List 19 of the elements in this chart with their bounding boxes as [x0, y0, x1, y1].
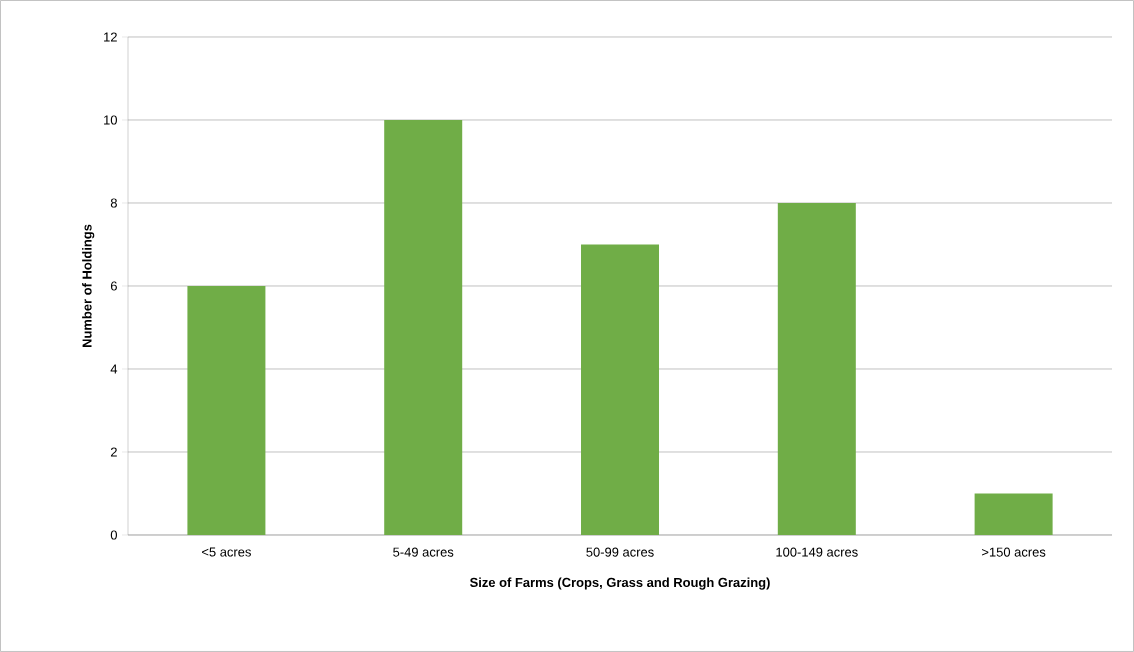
- x-tick-label: 50-99 acres: [586, 547, 654, 557]
- x-tick-label: >150 acres: [982, 547, 1046, 557]
- x-tick-label: 5-49 acres: [393, 547, 454, 557]
- x-axis-title: Size of Farms (Crops, Grass and Rough Grazing): [469, 577, 770, 590]
- x-tick-label: 100-149 acres: [776, 547, 858, 557]
- y-tick-label: 6: [110, 281, 117, 291]
- y-tick-label: 0: [110, 530, 117, 540]
- bar: [581, 244, 660, 535]
- y-tick-label: 12: [104, 32, 117, 42]
- y-tick-label: 4: [110, 364, 118, 374]
- y-axis-title: Number of Holdings: [82, 224, 95, 347]
- y-tick-label: 2: [110, 447, 117, 457]
- bar: [384, 119, 463, 535]
- x-tick-label: <5 acres: [202, 547, 251, 557]
- y-tick-label: 8: [110, 198, 117, 208]
- bar: [777, 202, 856, 535]
- y-tick-label: 10: [104, 115, 117, 125]
- bar: [187, 285, 266, 535]
- bar: [974, 493, 1053, 535]
